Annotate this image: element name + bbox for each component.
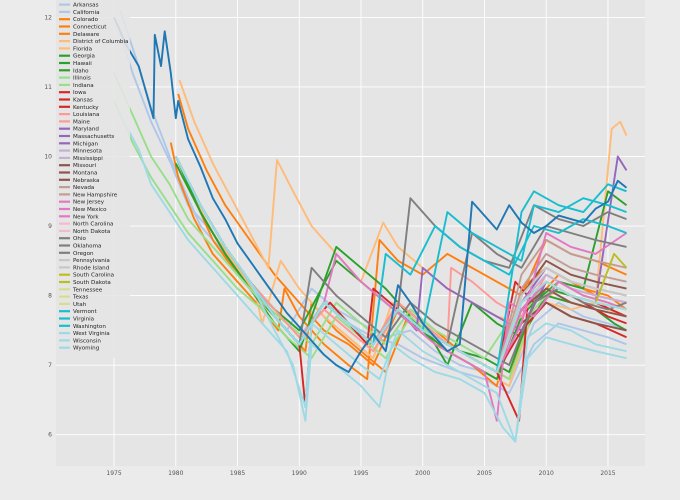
legend-label: South Dakota	[73, 280, 111, 286]
legend-label: Nevada	[73, 185, 94, 191]
legend-label: North Carolina	[73, 222, 113, 228]
legend-label: California	[73, 10, 100, 16]
x-tick-label: 2010	[539, 470, 554, 477]
y-axis-ticks: 6 7 8 9 10 11 12	[44, 14, 52, 438]
legend-label: Washington	[73, 324, 106, 330]
legend-label: District of Columbia	[73, 39, 128, 45]
legend-label: Minnesota	[73, 149, 102, 155]
series-line-district-of-columbia	[178, 79, 628, 325]
legend-label: Florida	[73, 46, 92, 52]
legend-label: New York	[73, 214, 99, 220]
legend-label: Pennsylvania	[73, 258, 110, 264]
legend-label: Delaware	[73, 32, 100, 38]
series-line-west-virginia	[119, 114, 627, 443]
legend-label: Utah	[73, 302, 87, 308]
legend-label: West Virginia	[73, 331, 110, 337]
legend-label: Montana	[73, 171, 97, 177]
x-tick-label: 1975	[106, 470, 121, 477]
y-tick-label: 8	[48, 293, 52, 300]
legend-label: Massachusetts	[73, 134, 114, 140]
legend-label: Idaho	[73, 68, 89, 74]
legend-label: New Jersey	[73, 200, 105, 206]
y-tick-label: 10	[44, 153, 52, 160]
series-line-wyoming	[174, 156, 627, 443]
legend-label: Maryland	[73, 127, 99, 133]
legend-label: Georgia	[73, 54, 95, 60]
legend-label: Missouri	[73, 163, 96, 169]
y-tick-label: 9	[48, 223, 52, 230]
legend-label: New Hampshire	[73, 192, 118, 198]
legend-label: Texas	[72, 295, 89, 301]
legend-label: Nebraska	[73, 178, 99, 184]
legend-label: Ohio	[73, 236, 87, 242]
legend-label: Iowa	[73, 90, 86, 96]
legend-label: Wyoming	[73, 346, 100, 352]
y-tick-label: 6	[48, 432, 52, 439]
series-lines	[113, 10, 628, 443]
legend-label: Wisconsin	[73, 338, 101, 344]
legend-label: North Dakota	[73, 229, 110, 235]
legend-label: Louisiana	[73, 112, 99, 118]
legend-label: Kentucky	[73, 105, 99, 111]
legend-label: Tennessee	[72, 287, 103, 293]
y-tick-label: 11	[44, 84, 52, 91]
legend-label: Virginia	[73, 317, 94, 323]
legend-label: Vermont	[73, 309, 97, 315]
x-axis-ticks: 1975 1980 1985 1990 1995 2000 2005 2010 2015	[106, 470, 615, 477]
x-tick-label: 1995	[353, 470, 368, 477]
y-tick-label: 7	[48, 362, 52, 369]
x-tick-label: 1985	[230, 470, 245, 477]
x-tick-label: 1980	[168, 470, 183, 477]
x-tick-label: 2000	[415, 470, 430, 477]
legend-label: Rhode Island	[73, 265, 110, 271]
series-line-illinois	[113, 72, 627, 360]
x-tick-label: 2005	[477, 470, 492, 477]
legend-label: Maine	[73, 119, 90, 125]
legend-label: Colorado	[73, 17, 99, 23]
y-tick-label: 12	[44, 14, 52, 21]
legend-label: Connecticut	[73, 25, 107, 31]
x-tick-label: 1990	[292, 470, 307, 477]
legend-label: Oklahoma	[73, 244, 101, 250]
legend-label: Indiana	[73, 83, 94, 89]
x-tick-label: 2015	[600, 470, 615, 477]
legend-label: Illinois	[73, 76, 91, 82]
series-line-series-48	[113, 17, 628, 374]
legend-label: Kansas	[73, 98, 93, 104]
legend-label: Michigan	[73, 141, 99, 147]
legend-label: Hawaii	[73, 61, 92, 67]
legend-label: Oregon	[73, 251, 94, 257]
legend-label: New Mexico	[73, 207, 107, 213]
legend-label: Mississippi	[73, 156, 103, 162]
legend-label: Arkansas	[73, 3, 99, 9]
legend-label: South Carolina	[73, 273, 114, 279]
